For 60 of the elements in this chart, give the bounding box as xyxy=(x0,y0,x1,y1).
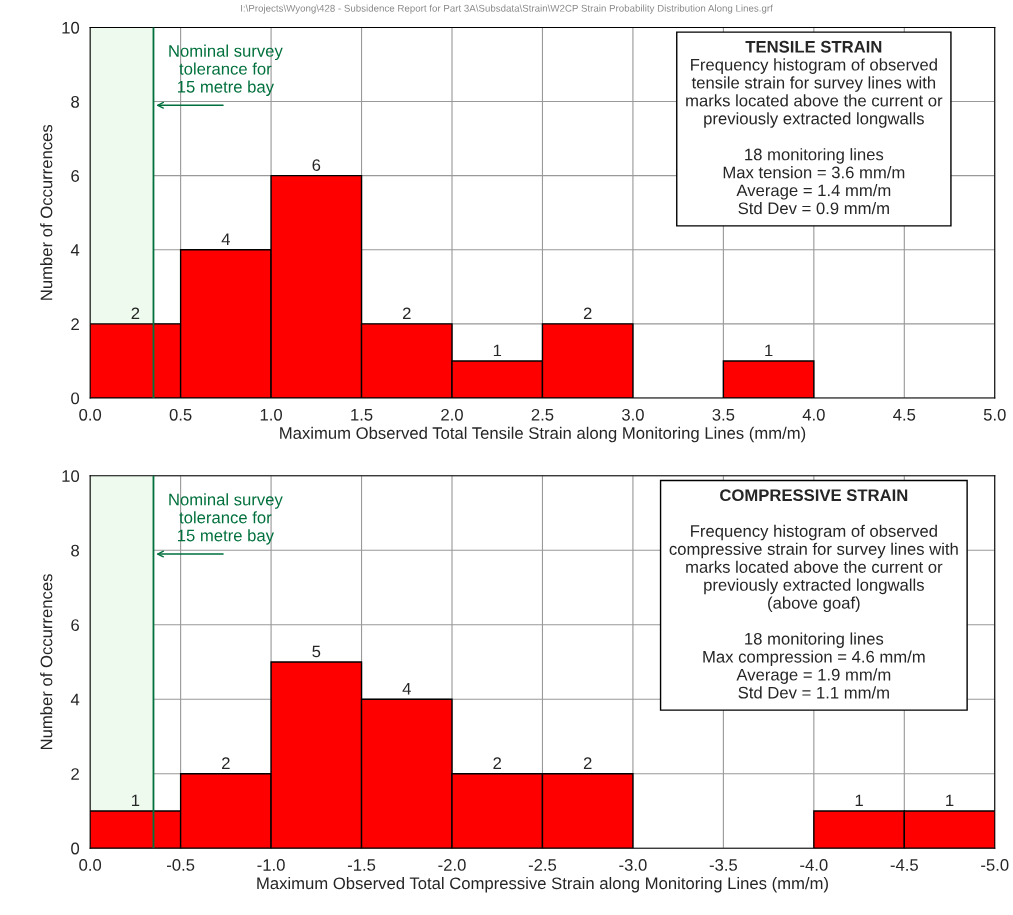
x-tick-label: -1.5 xyxy=(347,859,376,871)
x-tick-label: 4.0 xyxy=(802,408,825,421)
data-label: 2 xyxy=(402,307,411,320)
x-tick-label: 1.0 xyxy=(260,408,283,421)
x-tick-label: -4.5 xyxy=(890,859,918,871)
x-tick-label: -1.0 xyxy=(257,859,285,871)
data-label: 2 xyxy=(493,757,502,769)
y-tick-label: 2 xyxy=(71,318,79,330)
x-tick-label: -3.0 xyxy=(619,859,647,871)
x-tick-label: 2.5 xyxy=(531,408,554,421)
x-tick-label: -0.5 xyxy=(167,859,195,871)
x-tick-label: -3.5 xyxy=(709,859,738,871)
x-axis-title: Maximum Observed Total Compressive Strain along Monitoring Lines (mm/m) xyxy=(257,876,828,893)
x-tick-label: 4.5 xyxy=(893,409,916,421)
text: Frequency histogram of observed tensile strain for survey lines with marks located above the current or previously extracted longwalls 18 monitoring lines Max tension = 3.6 mm/m Average = 1.4 mm/m Std Dev = 0.9 mm/m xyxy=(686,58,943,215)
y-tick-label: 4 xyxy=(70,693,80,706)
x-tick-label: -2.5 xyxy=(528,859,557,871)
y-tick-label: 8 xyxy=(71,544,80,557)
data-label: 1 xyxy=(132,794,140,807)
data-label: 4 xyxy=(402,682,411,695)
data-label: 2 xyxy=(131,307,140,320)
y-axis-title: Number of Occurrences xyxy=(40,124,53,300)
text: I:\Projects\Wyong\428 - Subsidence Report for Part 3A\Subsdata\Strain\W2CP Strain Probability Distribution Along Lines.grf xyxy=(241,4,773,14)
y-tick-label: 6 xyxy=(71,619,80,631)
data-label: 1 xyxy=(765,344,773,357)
annotation: Nominal survey tolerance for 15 metre bay xyxy=(169,44,283,97)
data-label: 1 xyxy=(493,344,502,357)
y-tick-label: 2 xyxy=(71,768,79,780)
x-tick-label: -5.0 xyxy=(981,859,1009,871)
data-label: 2 xyxy=(222,757,230,769)
y-tick-label: 0 xyxy=(71,842,80,855)
x-tick-label: 3.5 xyxy=(712,408,735,421)
data-label: 1 xyxy=(855,794,863,807)
x-tick-label: 1.5 xyxy=(351,409,373,421)
text: COMPRESSIVE STRAIN xyxy=(720,489,908,502)
x-tick-label: 0.0 xyxy=(79,859,102,871)
annotation: Nominal survey tolerance for 15 metre bay xyxy=(169,493,283,545)
y-tick-label: 10 xyxy=(62,21,80,34)
y-tick-label: 4 xyxy=(70,244,80,256)
y-tick-label: 8 xyxy=(71,95,80,108)
x-tick-label: 0.0 xyxy=(79,408,102,421)
text: Frequency histogram of observed compressive strain for survey lines with marks located above the current or previously extracted longwalls (above goaf) 18 monitoring lines Max compression = 4.6 mm/m Average = 1.9 mm/m Std Dev = 1.1 mm/m xyxy=(669,524,958,699)
x-tick-label: 0.5 xyxy=(169,408,192,421)
x-tick-label: 3.0 xyxy=(621,408,644,421)
data-label: 1 xyxy=(946,794,954,807)
x-axis-title: Maximum Observed Total Tensile Strain along Monitoring Lines (mm/m) xyxy=(280,426,806,443)
x-tick-label: 5.0 xyxy=(983,408,1006,421)
data-label: 2 xyxy=(583,757,592,769)
x-tick-label: -2.0 xyxy=(438,859,466,871)
y-tick-label: 0 xyxy=(71,392,80,405)
y-tick-label: 6 xyxy=(71,170,80,182)
data-label: 5 xyxy=(312,645,321,658)
x-tick-label: 2.0 xyxy=(441,408,463,421)
x-tick-label: -4.0 xyxy=(800,859,828,871)
data-label: 2 xyxy=(583,307,592,320)
text: TENSILE STRAIN xyxy=(745,40,882,53)
data-label: 6 xyxy=(312,159,321,171)
data-label: 4 xyxy=(221,233,230,245)
y-tick-label: 10 xyxy=(62,470,80,482)
y-axis-title: Number of Occurrences xyxy=(40,574,53,750)
